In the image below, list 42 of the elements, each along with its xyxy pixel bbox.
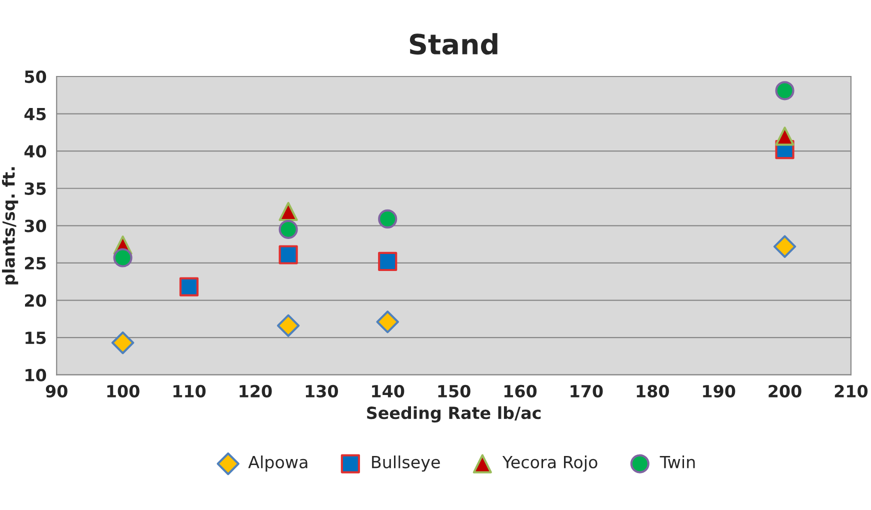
y-axis-title: plants/sq. ft.: [2, 167, 18, 284]
point: [378, 209, 398, 229]
chart-title: Stand: [410, 33, 498, 55]
point: [378, 252, 398, 272]
x-tick-label: 140: [372, 384, 404, 398]
x-tick-label: 150: [438, 384, 470, 398]
x-tick-label: 190: [703, 384, 736, 398]
legend-label: Alpowa: [248, 455, 308, 472]
point: [278, 245, 298, 264]
x-tick-label: 110: [173, 384, 206, 398]
point: [775, 126, 794, 146]
legend-label: Bullseye: [372, 455, 440, 472]
point: [773, 235, 796, 258]
x-tick-label: 210: [834, 384, 868, 398]
x-axis-title: Seeding Rate lb/ac: [367, 406, 541, 423]
x-tick-label: 130: [306, 384, 338, 398]
legend-label: Yecora Rojo: [502, 455, 598, 472]
x-tick-label: 90: [46, 384, 68, 398]
y-tick-label: 30: [24, 220, 46, 232]
y-tick-label: 50: [24, 70, 46, 84]
point: [276, 314, 300, 337]
x-tick-label: 160: [504, 384, 537, 398]
x-tick-label: 100: [107, 384, 140, 398]
point: [113, 248, 132, 268]
x-tick-label: 120: [240, 384, 272, 398]
point: [376, 310, 399, 334]
x-tick-label: 200: [768, 384, 802, 398]
y-tick-label: 40: [24, 145, 46, 158]
point: [278, 220, 298, 239]
point: [775, 81, 794, 100]
point: [278, 202, 298, 222]
y-tick-label: 20: [25, 294, 46, 307]
y-tick-label: 45: [24, 108, 46, 120]
x-tick-label: 170: [570, 384, 603, 398]
x-tick-label: 180: [636, 384, 669, 398]
point: [111, 331, 134, 354]
y-tick-label: 10: [26, 368, 46, 382]
y-tick-label: 15: [26, 332, 46, 344]
legend-label: Twin: [660, 455, 695, 468]
point: [179, 277, 199, 296]
y-tick-label: 25: [25, 256, 46, 270]
y-tick-label: 35: [24, 182, 46, 195]
